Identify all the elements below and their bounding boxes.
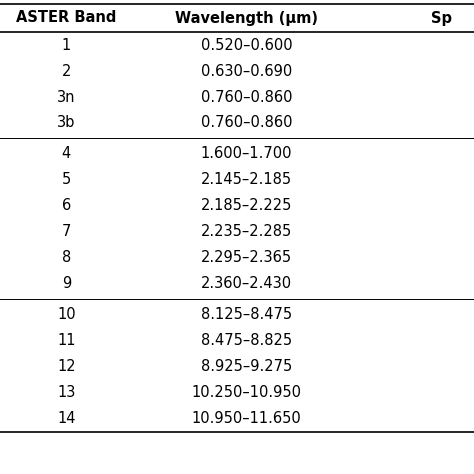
Text: 2.145–2.185: 2.145–2.185 <box>201 173 292 188</box>
Text: 8.925–9.275: 8.925–9.275 <box>201 359 292 374</box>
Text: 6: 6 <box>62 199 71 213</box>
Text: ASTER Band: ASTER Band <box>16 10 117 26</box>
Text: 1: 1 <box>62 37 71 53</box>
Text: Wavelength (μm): Wavelength (μm) <box>175 10 318 26</box>
Text: 0.760–0.860: 0.760–0.860 <box>201 116 292 130</box>
Text: 2.235–2.285: 2.235–2.285 <box>201 225 292 239</box>
Text: 8.475–8.825: 8.475–8.825 <box>201 334 292 348</box>
Text: Sp: Sp <box>431 10 452 26</box>
Text: 9: 9 <box>62 276 71 292</box>
Text: 2.185–2.225: 2.185–2.225 <box>201 199 292 213</box>
Text: 13: 13 <box>57 385 75 401</box>
Text: 10.950–11.650: 10.950–11.650 <box>191 411 301 427</box>
Text: 10: 10 <box>57 308 76 322</box>
Text: 7: 7 <box>62 225 71 239</box>
Text: 2: 2 <box>62 64 71 79</box>
Text: 8.125–8.475: 8.125–8.475 <box>201 308 292 322</box>
Text: 14: 14 <box>57 411 76 427</box>
Text: 2.295–2.365: 2.295–2.365 <box>201 250 292 265</box>
Text: 0.520–0.600: 0.520–0.600 <box>201 37 292 53</box>
Text: 4: 4 <box>62 146 71 162</box>
Text: 3b: 3b <box>57 116 75 130</box>
Text: 0.630–0.690: 0.630–0.690 <box>201 64 292 79</box>
Text: 12: 12 <box>57 359 76 374</box>
Text: 8: 8 <box>62 250 71 265</box>
Text: 3n: 3n <box>57 90 76 104</box>
Text: 10.250–10.950: 10.250–10.950 <box>191 385 301 401</box>
Text: 2.360–2.430: 2.360–2.430 <box>201 276 292 292</box>
Text: 11: 11 <box>57 334 76 348</box>
Text: 5: 5 <box>62 173 71 188</box>
Text: 1.600–1.700: 1.600–1.700 <box>201 146 292 162</box>
Text: 0.760–0.860: 0.760–0.860 <box>201 90 292 104</box>
